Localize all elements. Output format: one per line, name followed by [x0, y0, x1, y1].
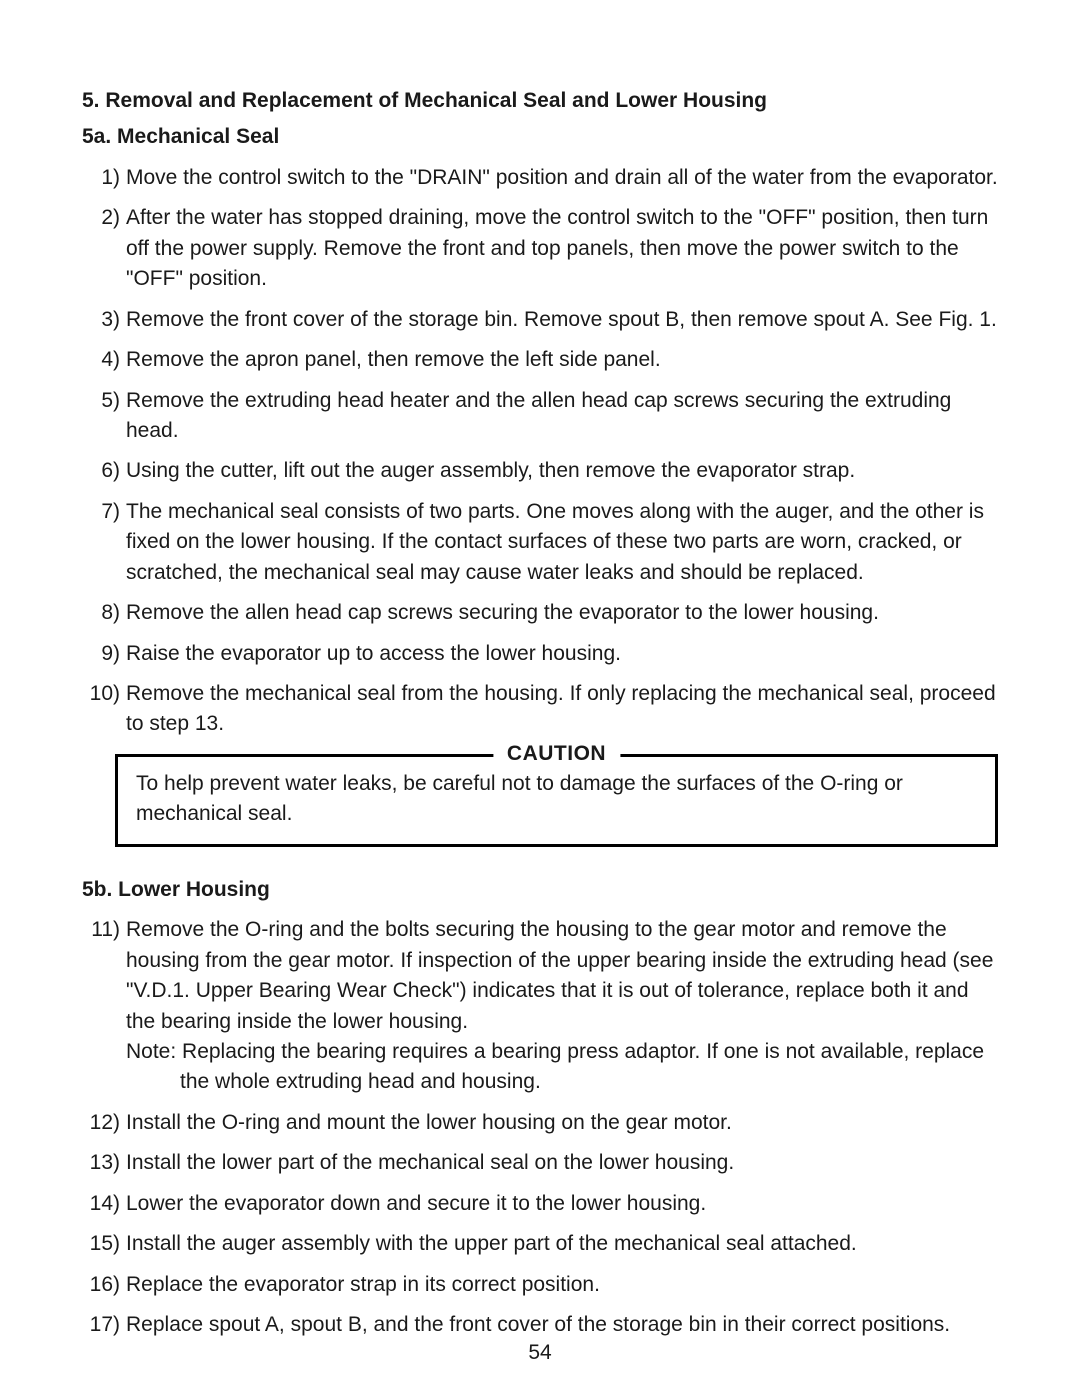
step-number: 16): [82, 1270, 126, 1300]
step-text: Replace spout A, spout B, and the front …: [126, 1310, 998, 1340]
note-text: Note: Replacing the bearing requires a b…: [126, 1037, 998, 1098]
step-text: Remove the apron panel, then remove the …: [126, 345, 998, 375]
step: 9) Raise the evaporator up to access the…: [82, 639, 998, 669]
step-number: 2): [82, 203, 126, 294]
step: 10) Remove the mechanical seal from the …: [82, 679, 998, 740]
step: 6) Using the cutter, lift out the auger …: [82, 456, 998, 486]
step: 15) Install the auger assembly with the …: [82, 1229, 998, 1259]
step: 12) Install the O-ring and mount the low…: [82, 1108, 998, 1138]
step-number: 11): [82, 915, 126, 1098]
step-text: Lower the evaporator down and secure it …: [126, 1189, 998, 1219]
step-text: Remove the extruding head heater and the…: [126, 386, 998, 447]
step-text: Remove the O-ring and the bolts securing…: [126, 915, 998, 1098]
step-text: The mechanical seal consists of two part…: [126, 497, 998, 588]
step: 16) Replace the evaporator strap in its …: [82, 1270, 998, 1300]
step-list-a: 1) Move the control switch to the "DRAIN…: [82, 163, 998, 740]
step: 17) Replace spout A, spout B, and the fr…: [82, 1310, 998, 1340]
caution-body: To help prevent water leaks, be careful …: [136, 769, 977, 830]
step-number: 3): [82, 305, 126, 335]
step: 7) The mechanical seal consists of two p…: [82, 497, 998, 588]
step-number: 4): [82, 345, 126, 375]
step-number: 7): [82, 497, 126, 588]
step-body: Remove the O-ring and the bolts securing…: [126, 918, 993, 1032]
subsection-b-title: 5b. Lower Housing: [82, 875, 998, 905]
step-number: 14): [82, 1189, 126, 1219]
step-text: Remove the allen head cap screws securin…: [126, 598, 998, 628]
step-text: After the water has stopped draining, mo…: [126, 203, 998, 294]
step-text: Replace the evaporator strap in its corr…: [126, 1270, 998, 1300]
step-number: 8): [82, 598, 126, 628]
subsection-a-title: 5a. Mechanical Seal: [82, 122, 998, 152]
step-text: Install the auger assembly with the uppe…: [126, 1229, 998, 1259]
step-text: Raise the evaporator up to access the lo…: [126, 639, 998, 669]
step-text: Move the control switch to the "DRAIN" p…: [126, 163, 998, 193]
step-text: Remove the mechanical seal from the hous…: [126, 679, 998, 740]
step-number: 6): [82, 456, 126, 486]
section-title: 5. Removal and Replacement of Mechanical…: [82, 86, 998, 116]
step: 2) After the water has stopped draining,…: [82, 203, 998, 294]
step-number: 9): [82, 639, 126, 669]
step-number: 5): [82, 386, 126, 447]
step-number: 1): [82, 163, 126, 193]
step: 5) Remove the extruding head heater and …: [82, 386, 998, 447]
step: 11) Remove the O-ring and the bolts secu…: [82, 915, 998, 1098]
step: 13) Install the lower part of the mechan…: [82, 1148, 998, 1178]
step: 4) Remove the apron panel, then remove t…: [82, 345, 998, 375]
step-text: Install the lower part of the mechanical…: [126, 1148, 998, 1178]
caution-box: CAUTION To help prevent water leaks, be …: [115, 754, 998, 847]
step-list-b: 11) Remove the O-ring and the bolts secu…: [82, 915, 998, 1340]
step-number: 12): [82, 1108, 126, 1138]
step-text: Install the O-ring and mount the lower h…: [126, 1108, 998, 1138]
caution-label: CAUTION: [493, 742, 620, 766]
step-note: Note: Replacing the bearing requires a b…: [126, 1037, 998, 1098]
step-number: 10): [82, 679, 126, 740]
step: 14) Lower the evaporator down and secure…: [82, 1189, 998, 1219]
step-number: 13): [82, 1148, 126, 1178]
page: 5. Removal and Replacement of Mechanical…: [0, 0, 1080, 1397]
step: 3) Remove the front cover of the storage…: [82, 305, 998, 335]
step-text: Using the cutter, lift out the auger ass…: [126, 456, 998, 486]
page-number: 54: [528, 1341, 551, 1365]
step-text: Remove the front cover of the storage bi…: [126, 305, 998, 335]
step-number: 17): [82, 1310, 126, 1340]
step-number: 15): [82, 1229, 126, 1259]
step: 8) Remove the allen head cap screws secu…: [82, 598, 998, 628]
step: 1) Move the control switch to the "DRAIN…: [82, 163, 998, 193]
